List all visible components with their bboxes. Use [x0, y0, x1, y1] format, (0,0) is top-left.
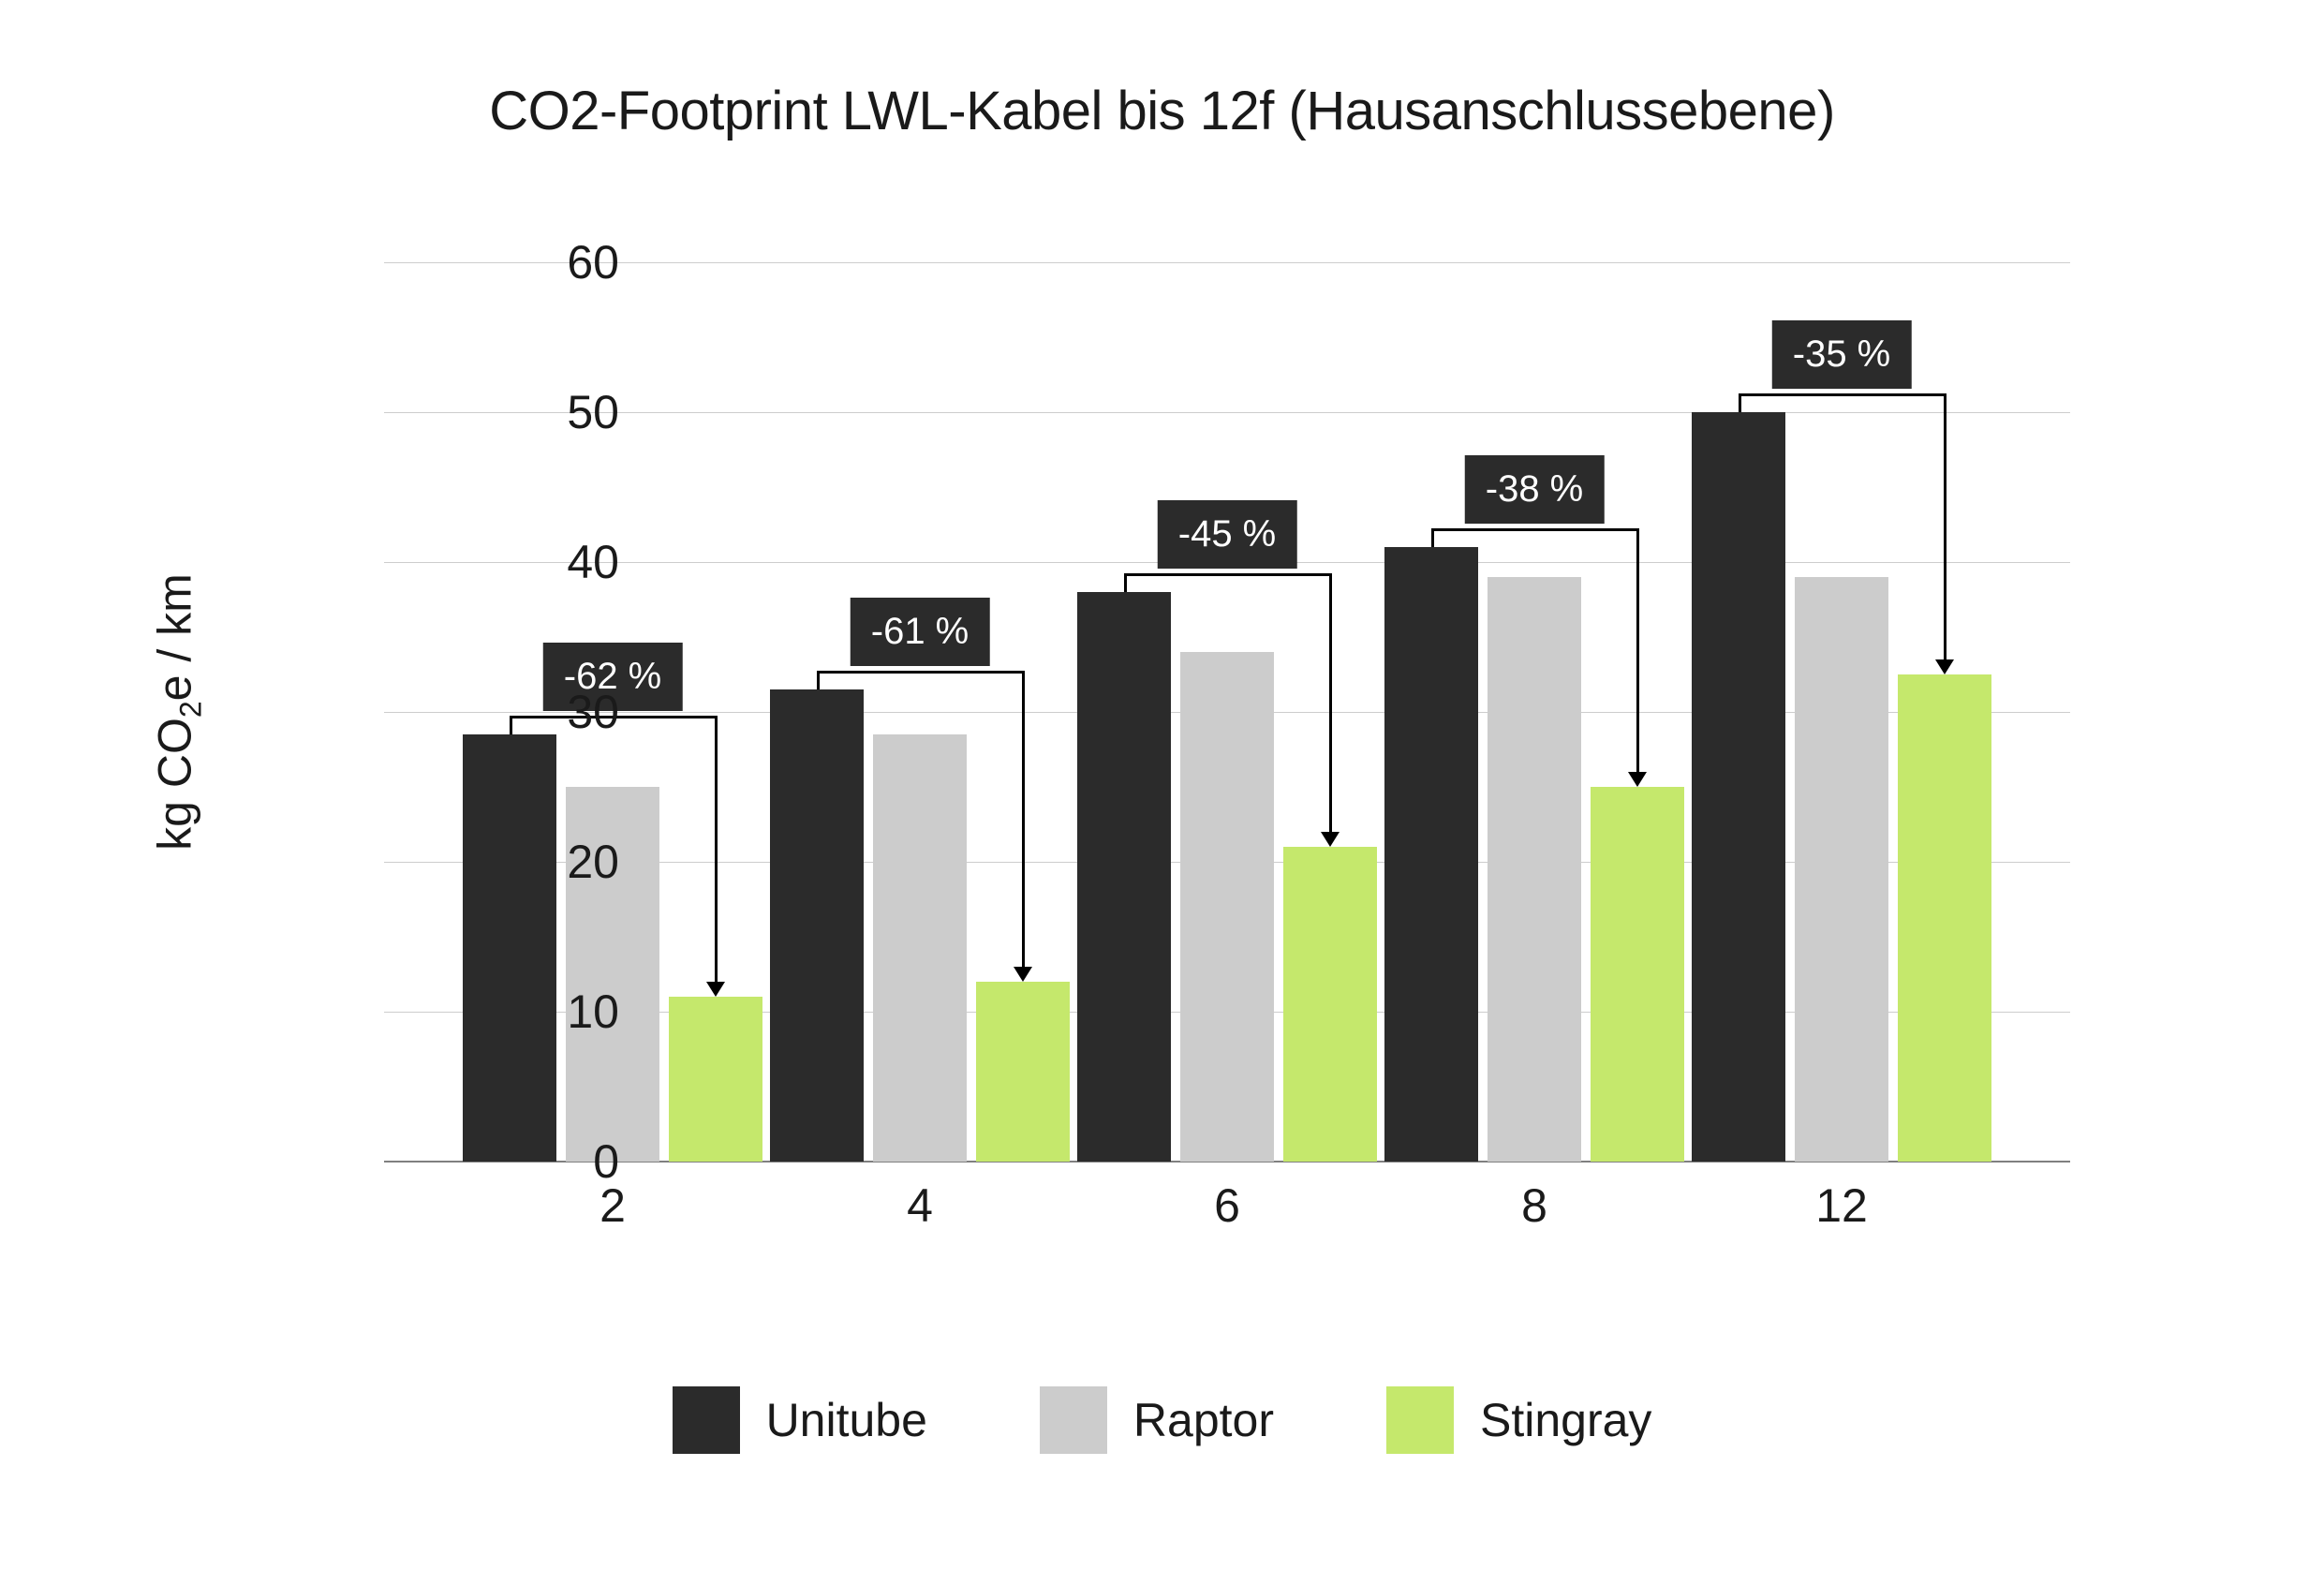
bracket-line	[817, 671, 1023, 674]
bar-unitube	[1077, 592, 1171, 1162]
bracket-arrow-line	[715, 716, 718, 984]
y-tick-label: 50	[567, 385, 619, 439]
reduction-badge: -38 %	[1465, 455, 1605, 524]
legend-item-raptor: Raptor	[1040, 1386, 1274, 1454]
bar-unitube	[1384, 547, 1478, 1162]
bracket-line	[1739, 393, 1945, 396]
x-tick-label: 6	[1214, 1178, 1240, 1233]
chart-plot-area: 246812-62 %-61 %-45 %-38 %-35 %	[384, 262, 2070, 1162]
arrowhead-down-icon	[706, 982, 725, 997]
bracket-line	[1431, 528, 1434, 547]
bracket-arrow-line	[1944, 393, 1947, 661]
y-tick-label: 10	[567, 985, 619, 1039]
bracket-arrow-line	[1636, 528, 1639, 774]
bar-unitube	[463, 734, 556, 1162]
bracket-arrow-line	[1329, 573, 1332, 834]
bracket-line	[510, 716, 512, 734]
x-tick-label: 8	[1521, 1178, 1547, 1233]
bar-raptor	[1795, 577, 1888, 1162]
y-axis-label: kg CO2e / km	[148, 573, 209, 851]
y-tick-label: 40	[567, 535, 619, 589]
chart-title: CO2-Footprint LWL-Kabel bis 12f (Hausans…	[0, 80, 2324, 142]
bar-stingray	[1591, 787, 1684, 1162]
y-tick-label: 30	[567, 685, 619, 739]
bar-unitube	[1692, 412, 1785, 1162]
bar-raptor	[873, 734, 967, 1162]
arrowhead-down-icon	[1628, 772, 1647, 787]
legend-swatch	[1040, 1386, 1107, 1454]
bracket-line	[1431, 528, 1637, 531]
legend-swatch	[673, 1386, 740, 1454]
bar-raptor	[1488, 577, 1581, 1162]
chart-legend: Unitube Raptor Stingray	[0, 1386, 2324, 1454]
y-tick-label: 0	[593, 1134, 619, 1189]
page-root: CO2-Footprint LWL-Kabel bis 12f (Hausans…	[0, 0, 2324, 1570]
legend-item-stingray: Stingray	[1386, 1386, 1651, 1454]
bracket-line	[817, 671, 820, 689]
bar-raptor	[1180, 652, 1274, 1162]
reduction-badge: -35 %	[1772, 320, 1912, 389]
x-tick-label: 4	[907, 1178, 933, 1233]
bar-stingray	[1283, 847, 1377, 1162]
reduction-badge: -45 %	[1158, 500, 1297, 569]
x-tick-label: 12	[1815, 1178, 1868, 1233]
legend-label: Unitube	[766, 1393, 927, 1447]
legend-label: Stingray	[1480, 1393, 1651, 1447]
legend-label: Raptor	[1133, 1393, 1274, 1447]
bracket-arrow-line	[1022, 671, 1025, 969]
arrowhead-down-icon	[1321, 832, 1340, 847]
legend-swatch	[1386, 1386, 1454, 1454]
reduction-badge: -61 %	[851, 598, 990, 666]
bar-unitube	[770, 689, 864, 1162]
gridline	[384, 262, 2070, 263]
y-tick-label: 20	[567, 835, 619, 889]
bar-stingray	[1898, 674, 1991, 1162]
bracket-line	[1124, 573, 1127, 592]
y-tick-label: 60	[567, 235, 619, 289]
bar-stingray	[976, 982, 1070, 1162]
bracket-line	[1124, 573, 1330, 576]
bracket-line	[1739, 393, 1741, 412]
bar-stingray	[669, 997, 762, 1162]
arrowhead-down-icon	[1935, 659, 1954, 674]
gridline	[384, 412, 2070, 413]
arrowhead-down-icon	[1014, 967, 1032, 982]
legend-item-unitube: Unitube	[673, 1386, 927, 1454]
